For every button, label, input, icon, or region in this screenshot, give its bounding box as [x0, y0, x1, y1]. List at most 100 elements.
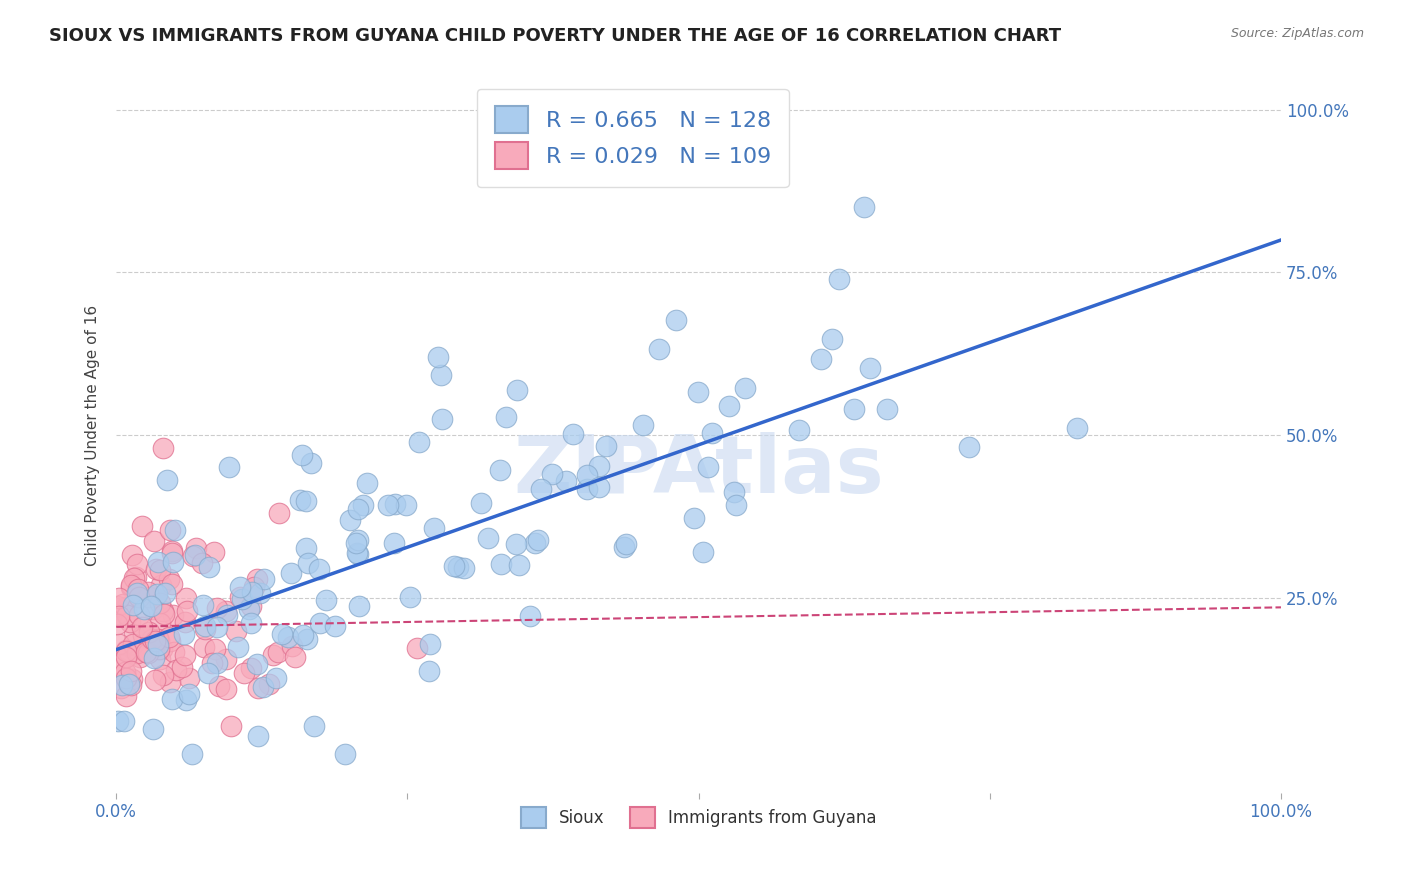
Point — [419, 636, 441, 650]
Point — [180, 747, 202, 761]
Point — [152, 441, 174, 455]
Point — [108, 608, 131, 623]
Point — [267, 645, 290, 659]
Point — [184, 541, 207, 556]
Point — [174, 591, 197, 605]
Point — [115, 671, 138, 685]
Point — [519, 609, 541, 624]
Point — [309, 616, 332, 631]
Point — [280, 566, 302, 581]
Point — [159, 674, 181, 689]
Point — [246, 573, 269, 587]
Point — [198, 560, 221, 574]
Point — [191, 598, 214, 612]
Point — [115, 608, 138, 623]
Point — [157, 630, 180, 644]
Point — [876, 401, 898, 416]
Point — [453, 561, 475, 575]
Point — [700, 425, 723, 440]
Point — [108, 637, 131, 651]
Point — [149, 563, 172, 577]
Point — [146, 638, 169, 652]
Point — [588, 458, 610, 473]
Point — [138, 646, 160, 660]
Point — [613, 540, 636, 554]
Point — [149, 596, 172, 610]
Point — [228, 640, 250, 654]
Point — [142, 533, 165, 548]
Point — [143, 673, 166, 687]
Point — [142, 650, 165, 665]
Point — [115, 643, 138, 657]
Point — [554, 475, 576, 489]
Point — [240, 585, 263, 599]
Point — [120, 580, 142, 594]
Point — [142, 601, 165, 615]
Point — [281, 639, 304, 653]
Point — [295, 494, 318, 508]
Point — [277, 631, 299, 645]
Point — [377, 499, 399, 513]
Point — [112, 714, 135, 728]
Point — [148, 632, 170, 647]
Point — [246, 681, 269, 695]
Point — [121, 637, 143, 651]
Point — [249, 586, 271, 600]
Point — [194, 619, 217, 633]
Point — [291, 628, 314, 642]
Point — [162, 555, 184, 569]
Point — [506, 383, 529, 397]
Point — [240, 661, 263, 675]
Point — [148, 632, 170, 646]
Point — [225, 624, 247, 638]
Point — [333, 747, 356, 761]
Point — [347, 599, 370, 613]
Point — [252, 573, 274, 587]
Point — [177, 671, 200, 685]
Point — [810, 352, 832, 367]
Point — [852, 200, 875, 214]
Point — [491, 557, 513, 571]
Point — [302, 719, 325, 733]
Point — [129, 649, 152, 664]
Point — [114, 665, 136, 679]
Point — [205, 620, 228, 634]
Point — [172, 660, 194, 674]
Point — [159, 523, 181, 537]
Point — [105, 616, 128, 631]
Point — [160, 577, 183, 591]
Point — [588, 480, 610, 494]
Point — [197, 666, 219, 681]
Point — [174, 615, 197, 629]
Point — [697, 460, 720, 475]
Point — [215, 652, 238, 666]
Point — [787, 423, 810, 437]
Point — [124, 570, 146, 584]
Point — [489, 463, 512, 477]
Point — [291, 448, 314, 462]
Point — [432, 411, 454, 425]
Point — [299, 456, 322, 470]
Point — [117, 644, 139, 658]
Point — [157, 572, 180, 586]
Point — [821, 332, 844, 346]
Point — [174, 693, 197, 707]
Point — [127, 646, 149, 660]
Point — [110, 678, 132, 692]
Point — [107, 714, 129, 728]
Point — [252, 680, 274, 694]
Point — [127, 582, 149, 596]
Point — [734, 380, 756, 394]
Point — [141, 632, 163, 646]
Point — [118, 677, 141, 691]
Point — [160, 543, 183, 558]
Point — [347, 533, 370, 547]
Point — [240, 615, 263, 630]
Point — [247, 730, 270, 744]
Point — [114, 644, 136, 658]
Text: Source: ZipAtlas.com: Source: ZipAtlas.com — [1230, 27, 1364, 40]
Point — [339, 513, 361, 527]
Point — [121, 598, 143, 612]
Point — [477, 531, 499, 545]
Point — [269, 506, 291, 520]
